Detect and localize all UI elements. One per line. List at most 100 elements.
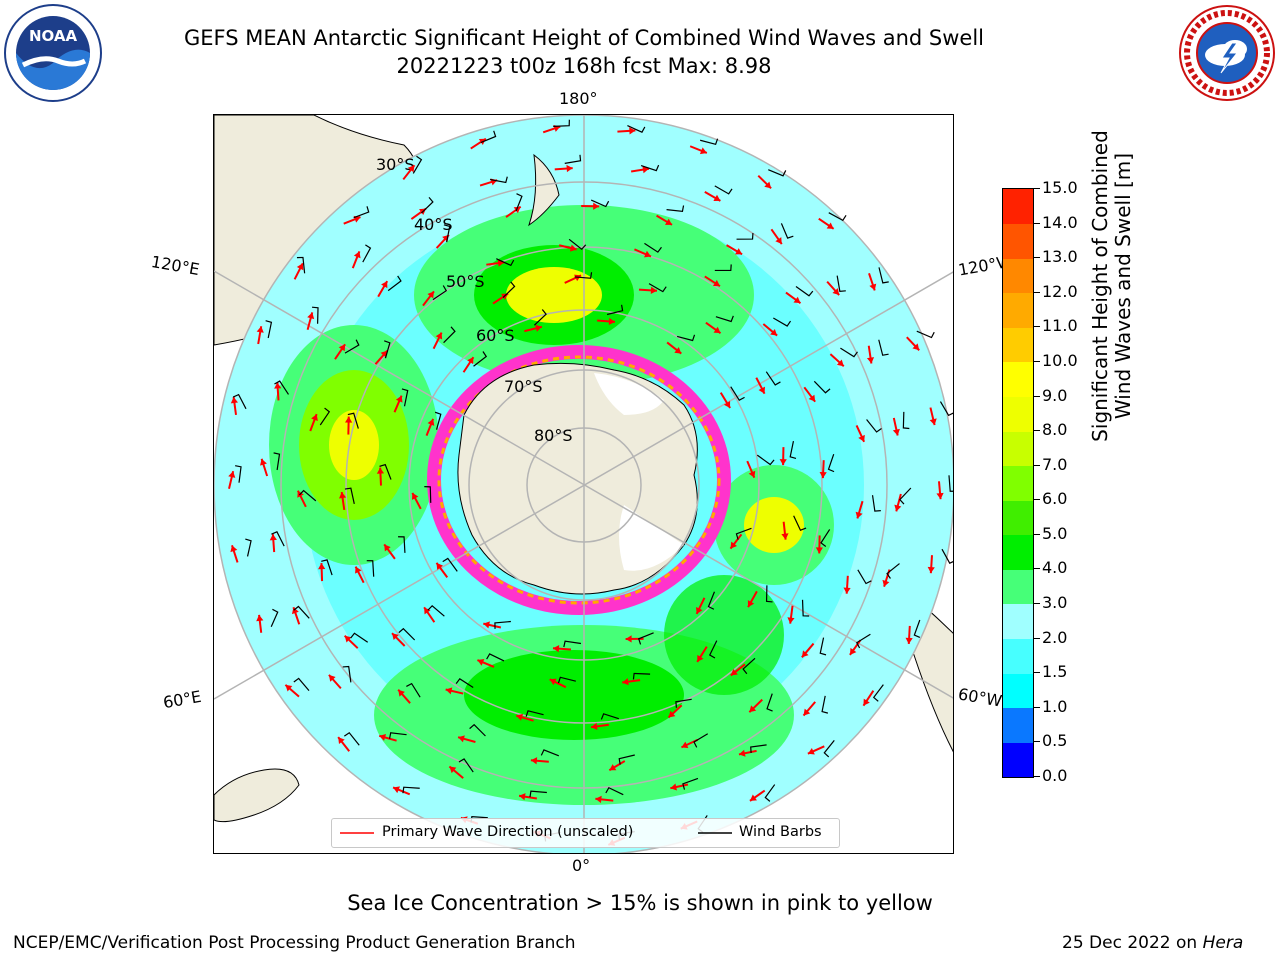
lon-label-60w: 60°W <box>956 684 1004 711</box>
wind-barb <box>525 710 544 717</box>
wind-barb <box>420 196 434 214</box>
colorbar-tick-label: 1.0 <box>1042 696 1068 716</box>
wave-arrow-head <box>807 747 815 755</box>
wind-barb <box>469 723 486 737</box>
wave-arrow-head <box>260 458 267 466</box>
colorbar-tick-mark <box>1034 776 1040 777</box>
wave-arrow-head <box>285 684 293 692</box>
wave-arrow-head <box>747 600 755 608</box>
chart-subtitle: 20221223 t00z 168h fcst Max: 8.98 <box>396 54 772 78</box>
colorbar-segment <box>1003 604 1033 640</box>
wave-arrow-head <box>338 344 346 352</box>
wave-arrow-head <box>311 414 318 422</box>
wind-barb <box>773 317 792 327</box>
wind-barb <box>871 495 881 512</box>
colorbar-segment <box>1003 534 1033 570</box>
wave-arrow-head <box>808 394 816 402</box>
wind-barb <box>899 487 912 505</box>
wind-barb <box>235 465 242 483</box>
wind-barb <box>768 169 787 177</box>
wind-barb <box>820 529 831 547</box>
wave-arrow-head <box>497 259 505 267</box>
wind-barb <box>432 285 448 301</box>
wave-arrow-head <box>779 459 787 466</box>
wave-arrow-head <box>328 674 336 682</box>
wind-barb <box>707 591 716 610</box>
wave-arrow-head <box>318 563 326 570</box>
wave-arrow-head <box>832 288 840 296</box>
wave-arrow-head <box>697 654 704 662</box>
colorbar-segment <box>1003 465 1033 501</box>
wave-arrow-head <box>353 251 361 259</box>
wind-barb <box>736 233 754 240</box>
colorbar-tick-label: 8.0 <box>1042 420 1068 440</box>
wave-arrow-head <box>869 283 877 291</box>
colorbar-tick-mark <box>1034 603 1040 605</box>
wave-arrow-head <box>458 735 465 743</box>
lon-label-120e: 120°E <box>149 251 201 280</box>
wave-arrow-head <box>391 633 399 641</box>
wave-arrow-head <box>775 237 782 245</box>
wave-arrow-head <box>384 544 391 552</box>
sea-ice-ring <box>427 345 731 615</box>
footer-host: Hera <box>1202 933 1244 953</box>
wave-arrow-head <box>819 471 827 479</box>
colorbar-tick-label: 7.0 <box>1042 454 1068 474</box>
wind-barb <box>819 637 827 656</box>
wave-arrow-head <box>787 617 795 624</box>
wind-barb <box>836 275 846 293</box>
wind-barb <box>388 732 407 739</box>
wave-arrow-head <box>296 263 304 271</box>
wind-barb <box>458 758 474 773</box>
colorbar-tick-label: 6.0 <box>1042 489 1068 509</box>
wind-barb <box>379 463 392 480</box>
wave-arrow-head <box>411 492 419 500</box>
colorbar-tick-mark <box>1034 741 1040 743</box>
wave-arrow-head <box>609 764 617 771</box>
wave-arrow-head <box>339 492 347 499</box>
wind-barb <box>344 339 360 354</box>
wave-arrow-head <box>566 164 573 173</box>
wind-barb <box>886 563 900 579</box>
wave-arrow-head <box>530 757 538 765</box>
wind-barb <box>878 339 889 356</box>
colorbar-segment <box>1003 396 1033 432</box>
wind-barb <box>232 393 247 410</box>
wave-arrow-head <box>927 566 935 574</box>
wave-arrow-head <box>477 659 485 666</box>
wind-barb <box>756 454 775 466</box>
wave-arrow-head <box>344 635 352 643</box>
wave-field-southeast <box>664 575 784 695</box>
wind-barb <box>557 676 576 684</box>
lon-label-0: 0° <box>572 856 591 875</box>
wave-arrow-head <box>699 147 707 155</box>
wind-barb <box>265 320 273 339</box>
wind-barb <box>600 713 620 720</box>
wave-field-south-core <box>464 650 684 740</box>
wave-arrow-head <box>436 562 443 570</box>
wind-barb <box>473 351 488 367</box>
wind-barb <box>714 185 733 195</box>
wind-barb <box>293 677 310 692</box>
wind-barb <box>828 212 847 222</box>
wave-arrow-head <box>749 705 757 713</box>
wave-arrow-head <box>549 678 557 686</box>
wind-barb <box>637 632 654 645</box>
wave-arrow-head <box>855 511 863 519</box>
wave-arrow-head <box>513 206 521 214</box>
footer-credit: NCEP/EMC/Verification Post Processing Pr… <box>13 933 576 953</box>
wave-arrow-head <box>770 328 778 336</box>
colorbar-tick-mark <box>1034 706 1040 708</box>
wave-arrow-head <box>516 713 524 721</box>
colorbar-tick-label: 9.0 <box>1042 385 1068 405</box>
wind-barb <box>564 154 582 164</box>
wave-arrow-head <box>393 786 400 794</box>
wind-barb <box>502 281 516 298</box>
wind-barb <box>574 272 593 279</box>
wave-arrow-head <box>801 650 809 658</box>
wind-barb <box>840 347 858 358</box>
wind-barb <box>742 657 756 675</box>
wind-barb <box>693 733 709 748</box>
colorbar-tick-mark <box>1034 291 1040 293</box>
wind-barb <box>866 419 882 433</box>
